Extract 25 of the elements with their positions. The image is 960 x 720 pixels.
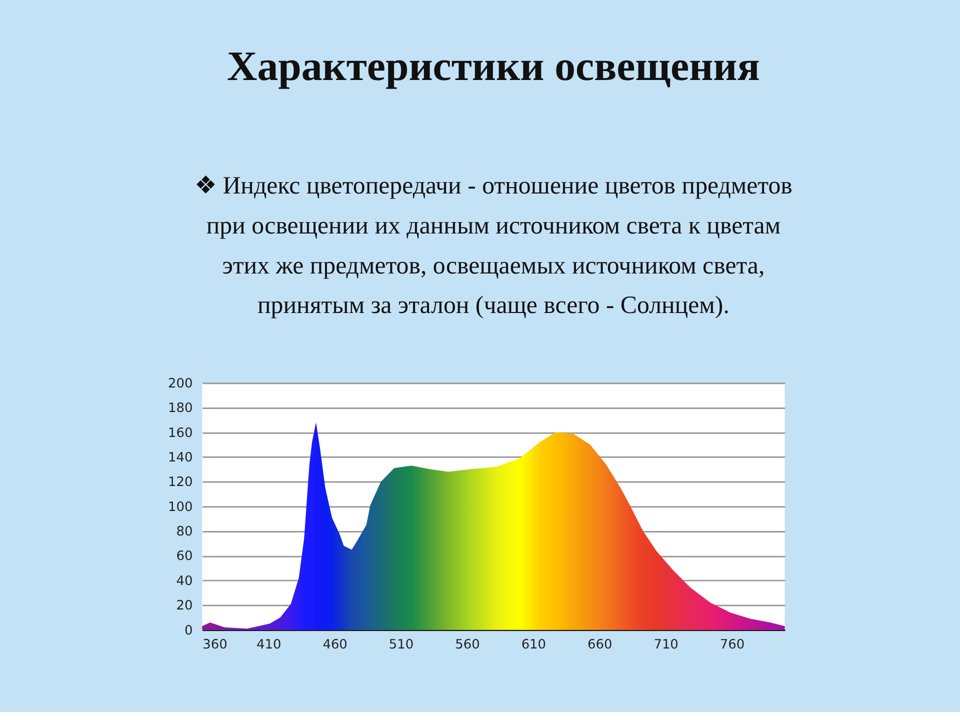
x-tick-label: 760 <box>720 637 745 652</box>
y-tick-label: 100 <box>168 500 193 515</box>
chart-title: Характеристики освещения <box>227 44 760 90</box>
y-tick-label: 80 <box>176 524 193 540</box>
text: при освещении их данным источником света к цветам <box>206 212 781 240</box>
x-tick-label: 610 <box>521 637 546 652</box>
x-tick-label: 410 <box>256 637 282 652</box>
text: этих же предметов, освещаемых источником света, <box>222 252 765 280</box>
x-tick-label: 560 <box>455 637 480 652</box>
y-tick-label: 20 <box>176 598 193 614</box>
y-tick-label: 0 <box>184 623 193 638</box>
text: ❖ Индекс цветопередачи - отношение цветов предметов <box>194 172 792 200</box>
text: принятым за эталон (чаще всего - Солнцем). <box>257 292 730 320</box>
y-tick-label: 120 <box>168 475 193 490</box>
y-tick-label: 60 <box>176 549 193 564</box>
y-tick-label: 40 <box>176 574 193 589</box>
y-tick-label: 160 <box>168 426 193 441</box>
x-tick-label: 360 <box>202 637 228 652</box>
x-tick-label: 660 <box>588 637 612 652</box>
x-tick-label: 710 <box>654 637 678 652</box>
x-tick-label: 510 <box>388 637 414 652</box>
y-tick-label: 140 <box>168 450 193 466</box>
x-tick-label: 460 <box>322 637 348 652</box>
y-tick-label: 200 <box>168 376 193 392</box>
y-tick-label: 180 <box>168 401 193 416</box>
